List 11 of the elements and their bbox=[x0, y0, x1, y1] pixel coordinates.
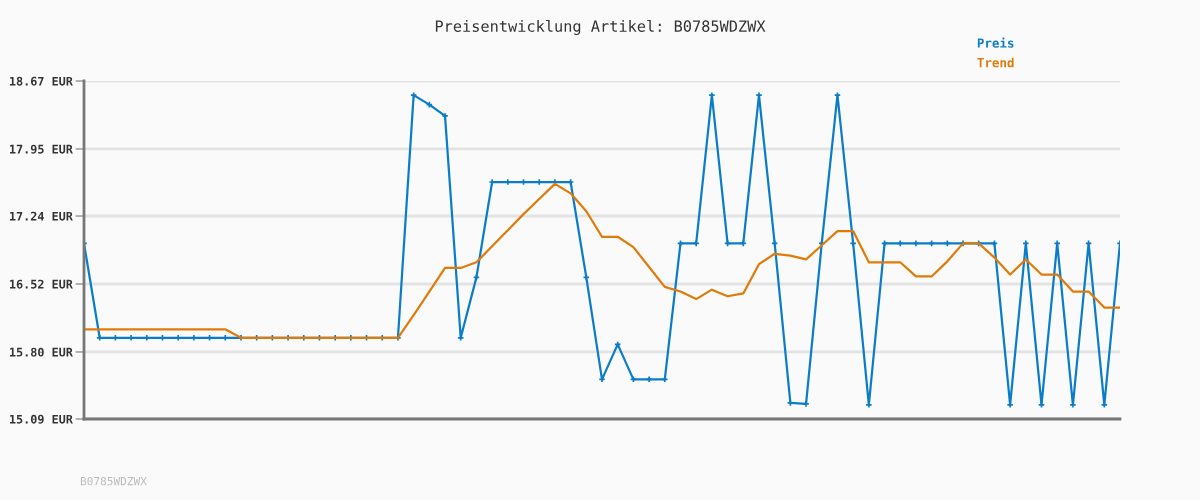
y-tick-label: 15.80 EUR bbox=[10, 347, 73, 357]
line-series bbox=[84, 182, 1120, 339]
y-tick-label: 17.95 EUR bbox=[10, 144, 73, 154]
text: Trend bbox=[977, 57, 1014, 68]
text: Preis bbox=[977, 37, 1014, 48]
y-tick-label: 18.67 EUR bbox=[10, 76, 73, 86]
text: B0785WDZWX bbox=[80, 476, 147, 486]
y-tick-label: 15.09 EUR bbox=[10, 414, 73, 424]
y-tick-label: 16.52 EUR bbox=[10, 279, 73, 289]
chart-title: Preisentwicklung Artikel: B0785WDZWX bbox=[435, 20, 766, 35]
y-tick-label: 17.24 EUR bbox=[10, 211, 73, 221]
